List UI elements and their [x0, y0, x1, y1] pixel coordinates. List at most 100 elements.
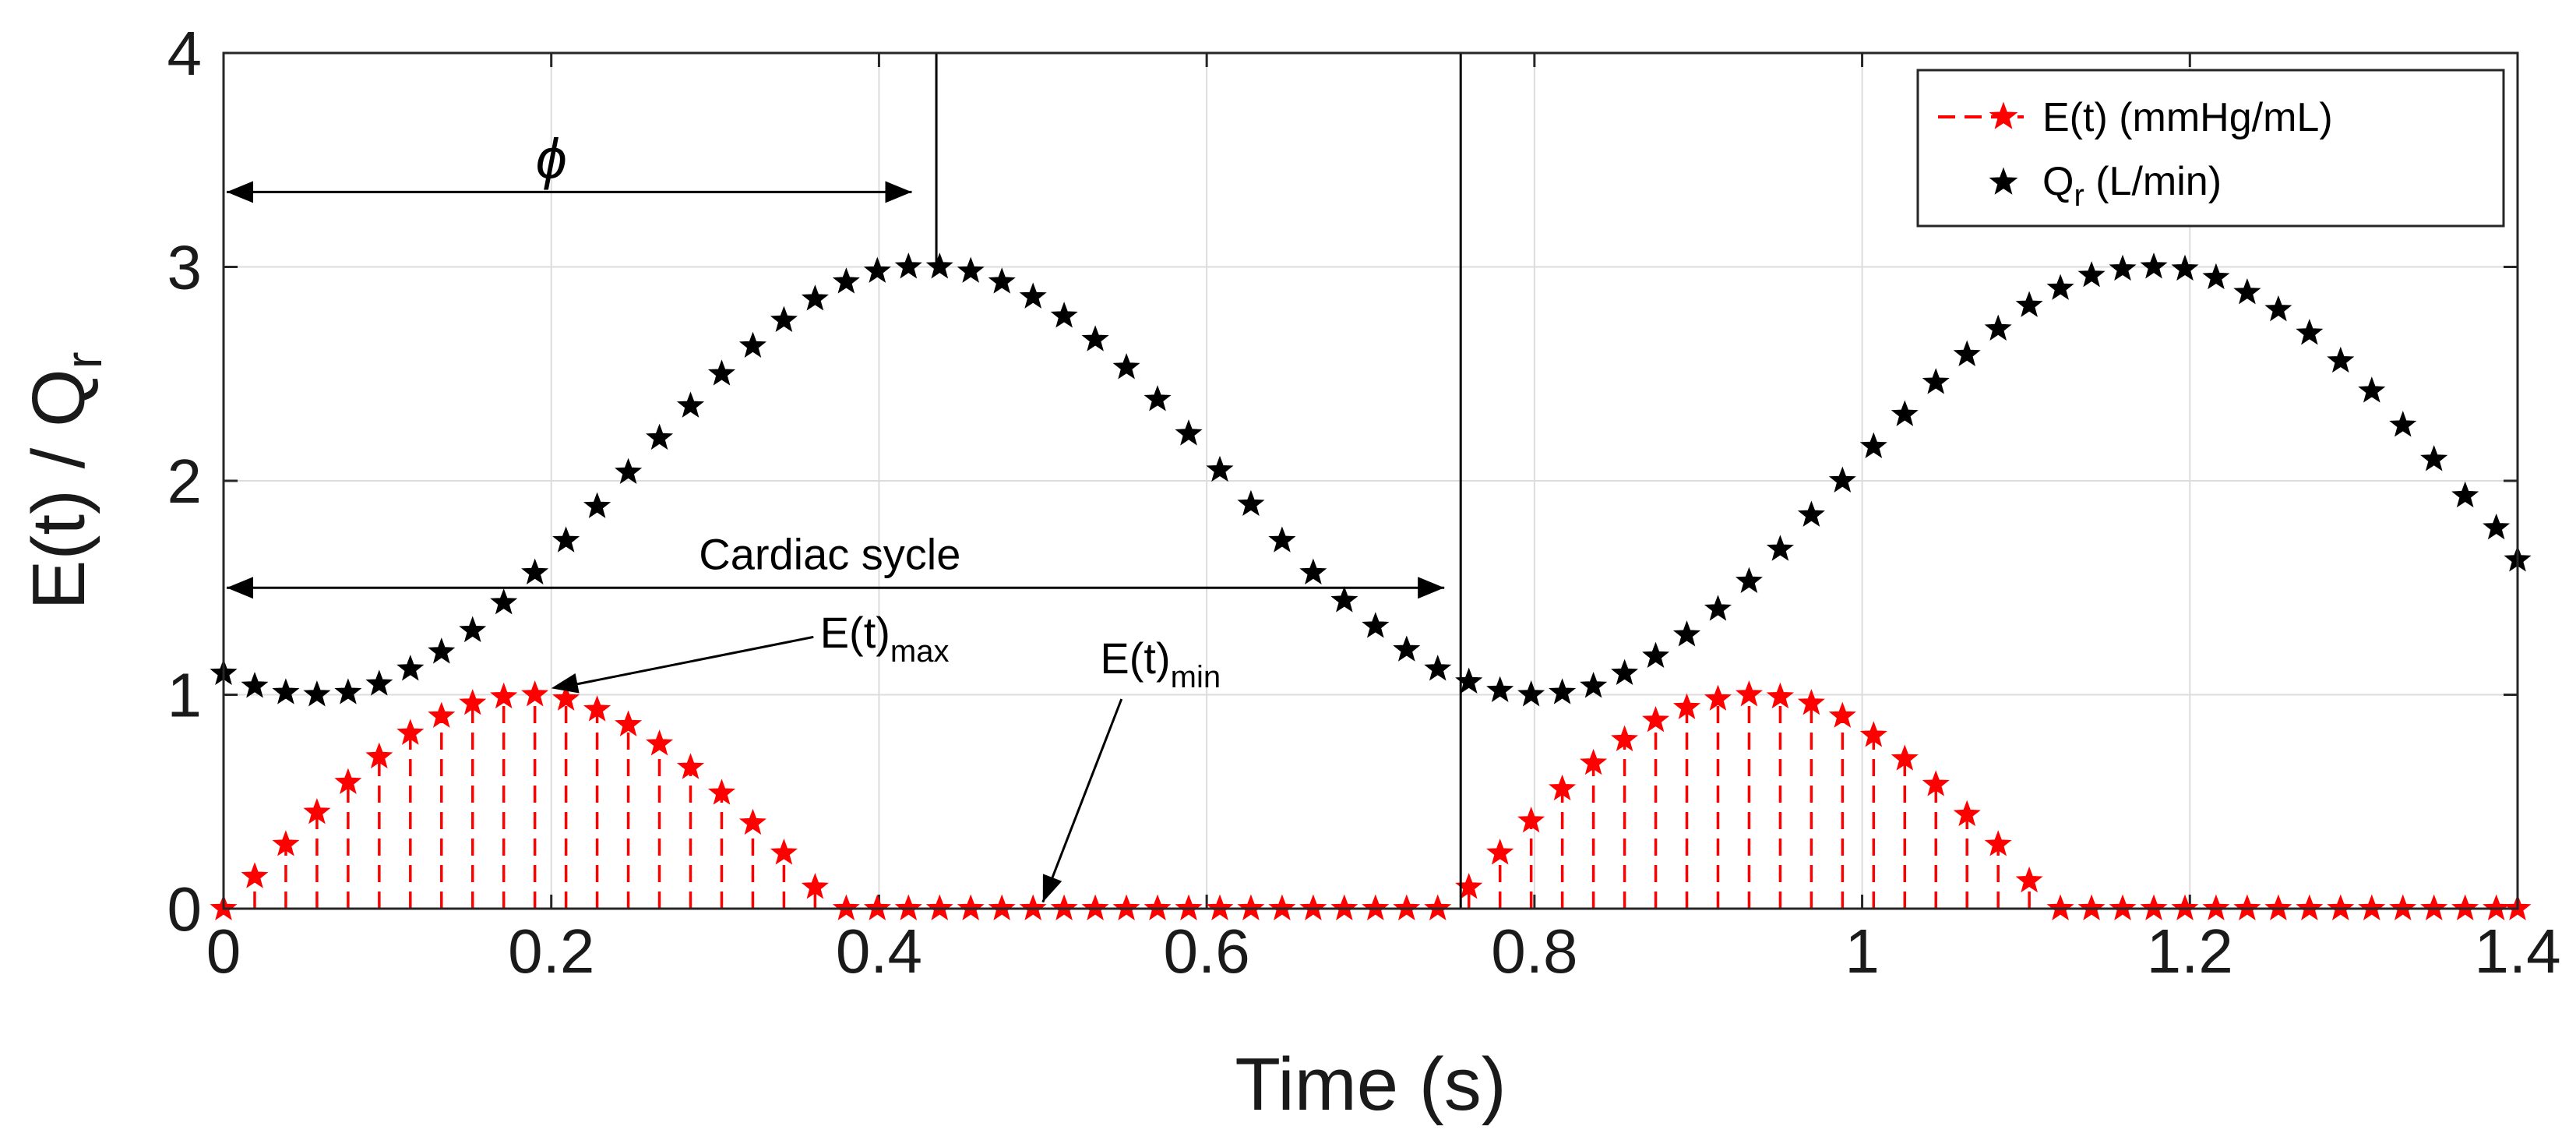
e-point: [1144, 894, 1172, 920]
q-point: [2483, 513, 2511, 540]
q-point: [2389, 411, 2417, 437]
legend-q-label-main: Q: [2042, 159, 2074, 204]
x-tick-label: 1.4: [2474, 916, 2560, 986]
e-point: [2077, 894, 2106, 920]
x-tick-label: 0.8: [1491, 916, 1577, 986]
annotations: ϕ Cardiac sycle E(t)max E(t)min: [227, 53, 1462, 909]
e-point: [646, 729, 674, 756]
e-point: [1393, 894, 1421, 920]
q-point: [490, 588, 518, 615]
q-point: [1859, 432, 1887, 458]
x-tick-label: 0.6: [1164, 916, 1250, 986]
q-point: [1735, 567, 1763, 593]
q-point: [1144, 385, 1172, 411]
q-point: [303, 680, 331, 707]
e-point: [2046, 894, 2074, 920]
q-point: [1299, 558, 1327, 584]
q-point: [1828, 466, 1856, 493]
x-tick-label: 1.2: [2147, 916, 2233, 986]
legend-e-marker: [1989, 101, 2018, 129]
e-point: [2389, 894, 2417, 920]
q-point: [459, 616, 487, 643]
q-point: [1268, 526, 1296, 553]
e-point: [552, 684, 580, 711]
q-point: [1050, 302, 1078, 328]
e-point: [583, 695, 611, 722]
y-tick-label: 1: [167, 661, 203, 730]
e-point: [1797, 689, 1825, 715]
e-min-label-sub: min: [1171, 660, 1221, 694]
e-point: [1175, 894, 1203, 920]
q-point: [1672, 620, 1701, 647]
cardiac-cycle-label: Cardiac sycle: [699, 529, 960, 578]
phi-label: ϕ: [536, 128, 567, 190]
q-point: [1953, 340, 1981, 366]
e-point: [1050, 894, 1078, 920]
e-point: [832, 894, 860, 920]
e-point: [1611, 725, 1639, 752]
e-point: [1672, 693, 1701, 719]
e-point: [1859, 721, 1887, 747]
e-point: [1953, 800, 1981, 827]
e-max-label-main: E(t): [820, 608, 890, 657]
legend-box: [1916, 69, 2505, 228]
q-point: [957, 256, 985, 283]
e-point: [396, 719, 425, 745]
e-point: [1922, 770, 1950, 796]
e-point: [1455, 873, 1483, 899]
legend-q-marker: [1989, 167, 2018, 195]
e-point: [1642, 705, 1670, 733]
e-point: [1206, 894, 1234, 920]
q-point: [2046, 274, 2074, 300]
x-axis-label: Time (s): [1235, 1043, 1506, 1126]
e-max-label: E(t)max: [820, 608, 950, 669]
e-point: [2233, 894, 2261, 920]
e-point: [1299, 894, 1327, 920]
e-point: [2202, 894, 2230, 920]
q-point: [1206, 455, 1234, 482]
q-point: [2451, 481, 2479, 508]
q-point: [770, 305, 798, 333]
e-point: [2358, 894, 2386, 920]
e-point: [1891, 744, 1919, 771]
e-point: [738, 808, 766, 835]
phi-arrow-head-left: [227, 181, 253, 203]
e-point: [2296, 894, 2324, 920]
q-point: [1330, 586, 1358, 613]
e-point: [1330, 894, 1358, 920]
e-point: [2327, 894, 2355, 920]
q-point: [1486, 676, 1514, 702]
e-point: [1766, 682, 1794, 709]
y-tick-labels: 0 1 2 3 4: [167, 19, 203, 944]
q-point: [2358, 376, 2386, 403]
q-point: [1362, 612, 1390, 638]
e-point: [2015, 866, 2043, 893]
e-point: [2420, 894, 2448, 920]
q-point: [894, 252, 922, 279]
e-point: [1081, 894, 1109, 920]
q-point: [707, 359, 736, 386]
q-point: [1984, 314, 2012, 341]
q-point: [241, 672, 269, 698]
e-point: [2171, 894, 2199, 920]
e-point: [334, 768, 362, 794]
q-point: [334, 678, 362, 704]
q-point: [863, 256, 891, 283]
e-max-label-sub: max: [890, 634, 950, 669]
legend-q-star: [1989, 167, 2018, 195]
q-point: [1393, 635, 1421, 662]
legend: E(t) (mmHg/mL) Qr (L/min): [1916, 69, 2505, 228]
e-point: [1828, 701, 1856, 728]
q-point: [1517, 680, 1545, 707]
q-point: [2140, 252, 2168, 279]
e-point: [1268, 894, 1296, 920]
x-tick-label: 0: [206, 916, 241, 986]
e-point: [459, 689, 487, 715]
q-point: [1455, 667, 1483, 694]
y-axis-label: E(t) / Qr: [17, 351, 112, 609]
q-point: [1424, 655, 1452, 681]
e-min-label: E(t)min: [1100, 634, 1221, 694]
q-point: [2077, 261, 2106, 288]
legend-q-label-unit: (L/min): [2084, 159, 2222, 204]
